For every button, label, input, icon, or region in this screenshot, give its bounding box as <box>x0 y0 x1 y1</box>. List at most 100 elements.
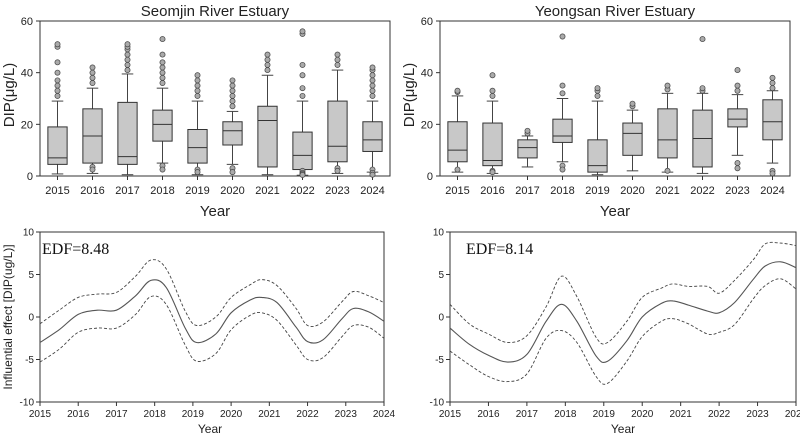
seomjin-outlier-point <box>229 77 236 84</box>
seomjin-outlier-point <box>264 67 271 74</box>
yeongsan-outlier-point <box>734 82 741 89</box>
seomjin-outlier-point <box>54 87 61 94</box>
seomjin-outlier-point <box>264 61 271 68</box>
seomjin-xlabel: Year <box>200 203 230 220</box>
yeongsan-edf-annotation: EDF=8.14 <box>466 241 533 258</box>
seomjin-x-tick-label: 2019 <box>185 185 209 197</box>
seomjin-x-tick-label: 2015 <box>45 185 69 197</box>
seomjin-outlier-point <box>334 61 341 68</box>
seomjin-outlier-point <box>194 92 201 99</box>
yeongsan-x-tick-label: 2016 <box>480 185 504 197</box>
seomjin-outlier-point <box>159 64 166 71</box>
seomjin-effect-y-tick-label: -5 <box>25 355 34 366</box>
yeongsan-box <box>587 139 608 173</box>
seomjin-outlier-point <box>229 98 236 105</box>
seomjin-outlier-point <box>229 92 236 99</box>
seomjin-effect-x-tick-label: 2021 <box>258 409 281 420</box>
yeongsan-effect-y-tick-label: 0 <box>438 313 444 324</box>
seomjin-outlier-point <box>229 103 236 110</box>
seomjin-effect-x-tick-label: 2018 <box>144 409 167 420</box>
seomjin-effect-y-tick-label: 0 <box>28 313 34 324</box>
yeongsan-effect-y-tick-label: -5 <box>435 355 444 366</box>
seomjin-outlier-point <box>159 59 166 66</box>
yeongsan-outlier-point <box>734 160 741 167</box>
seomjin-outlier-point <box>334 56 341 63</box>
seomjin-x-tick-label: 2024 <box>360 185 384 197</box>
seomjin-effect-x-tick-label: 2020 <box>220 409 243 420</box>
yeongsan-x-tick-label: 2018 <box>550 185 574 197</box>
yeongsan-outlier-point <box>524 127 531 134</box>
yeongsan-box <box>447 121 468 163</box>
seomjin-outlier-point <box>299 72 306 79</box>
seomjin-effect-x-tick-label: 2022 <box>296 409 319 420</box>
seomjin-box <box>222 121 243 146</box>
seomjin-outlier-point <box>124 56 131 63</box>
seomjin-outlier-point <box>369 82 376 89</box>
seomjin-outlier-point <box>89 64 96 71</box>
yeongsan-plot-frame <box>439 20 791 177</box>
seomjin-outlier-point <box>264 51 271 58</box>
seomjin-outlier-point <box>264 56 271 63</box>
seomjin-outlier-point <box>54 59 61 66</box>
seomjin-effect-panel: EDF=8.48 Influential effect [DIP(ug/L)] … <box>1 228 396 437</box>
yeongsan-effect-x-tick-label: 2017 <box>516 409 539 420</box>
yeongsan-box <box>517 139 538 159</box>
seomjin-outlier-point <box>299 92 306 99</box>
seomjin-outlier-point <box>124 51 131 58</box>
yeongsan-effect-lower-ci-line <box>449 278 797 385</box>
yeongsan-outlier-point <box>594 85 601 92</box>
seomjin-x-tick-label: 2018 <box>150 185 174 197</box>
seomjin-box <box>257 105 278 168</box>
yeongsan-outlier-point <box>664 82 671 89</box>
seomjin-outlier-point <box>159 69 166 76</box>
seomjin-outlier-point <box>194 169 201 176</box>
yeongsan-outlier-point <box>454 166 461 173</box>
yeongsan-outlier-point <box>594 92 601 99</box>
yeongsan-effect-y-tick-label: 5 <box>438 270 444 281</box>
seomjin-box <box>327 100 348 163</box>
yeongsan-outlier-point <box>629 100 636 107</box>
seomjin-x-tick-label: 2020 <box>220 185 244 197</box>
seomjin-outlier-point <box>89 69 96 76</box>
seomjin-y-tick-label: 60 <box>21 16 33 28</box>
seomjin-outlier-point <box>159 74 166 81</box>
seomjin-outlier-point <box>334 167 341 174</box>
yeongsan-x-tick-label: 2022 <box>690 185 714 197</box>
seomjin-outlier-point <box>229 169 236 176</box>
yeongsan-effect-xlabel: Year <box>611 422 635 436</box>
yeongsan-outlier-point <box>489 72 496 79</box>
yeongsan-effect-upper-ci-line <box>449 241 797 345</box>
seomjin-effect-y-tick-label: 10 <box>23 228 35 239</box>
seomjin-outlier-point <box>54 77 61 84</box>
yeongsan-effect-y-tick-label: -10 <box>430 398 445 409</box>
yeongsan-y-tick-label: 60 <box>421 16 433 28</box>
yeongsan-outlier-point <box>489 169 496 176</box>
seomjin-outlier-point <box>369 72 376 79</box>
seomjin-outlier-point <box>124 61 131 68</box>
yeongsan-outlier-point <box>454 87 461 94</box>
seomjin-effect-y-tick-label: 5 <box>28 270 34 281</box>
seomjin-outlier-point <box>369 77 376 84</box>
seomjin-outlier-point <box>194 87 201 94</box>
seomjin-outlier-point <box>159 166 166 173</box>
seomjin-outlier-point <box>159 80 166 86</box>
seomjin-outlier-point <box>299 85 306 92</box>
seomjin-y-tick-label: 20 <box>21 119 33 131</box>
seomjin-x-tick-label: 2016 <box>80 185 104 197</box>
yeongsan-title: Yeongsan River Estuary <box>535 3 696 20</box>
seomjin-edf-annotation: EDF=8.48 <box>42 241 109 258</box>
seomjin-outlier-point <box>369 92 376 99</box>
yeongsan-outlier-point <box>734 165 741 172</box>
yeongsan-outlier-point <box>559 166 566 173</box>
yeongsan-outlier-point <box>769 80 776 86</box>
yeongsan-effect-x-tick-label: 2015 <box>439 409 462 420</box>
yeongsan-box <box>552 118 573 143</box>
yeongsan-effect-x-tick-label: 2022 <box>708 409 731 420</box>
seomjin-outlier-point <box>159 51 166 58</box>
yeongsan-x-tick-label: 2019 <box>585 185 609 197</box>
seomjin-outlier-point <box>229 82 236 89</box>
seomjin-outlier-point <box>124 67 131 74</box>
seomjin-box <box>362 121 383 152</box>
seomjin-x-tick-label: 2022 <box>290 185 314 197</box>
